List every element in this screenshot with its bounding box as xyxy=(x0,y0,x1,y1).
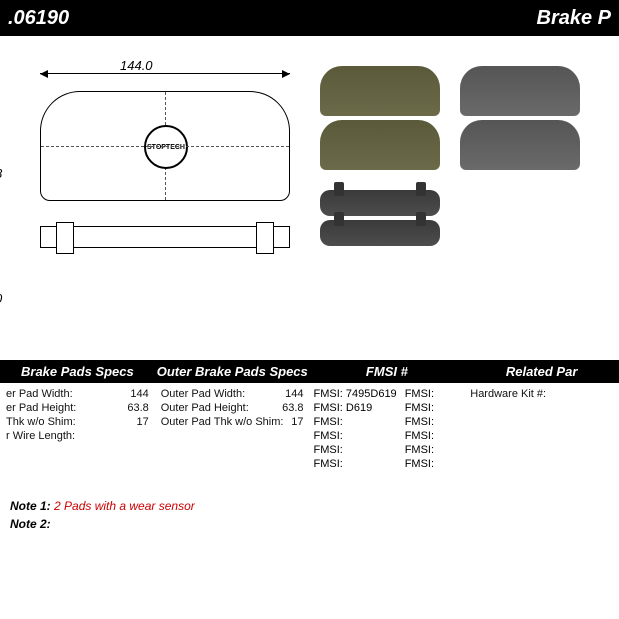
fmsi-value: D619 xyxy=(346,402,372,414)
pad-photo xyxy=(320,120,440,170)
fmsi-cell: FMSI: xyxy=(314,457,397,471)
note-2: Note 2: xyxy=(10,515,619,533)
photo-row-bottom xyxy=(320,190,609,246)
spec-value: 144 xyxy=(126,388,148,400)
fmsi-cell: FMSI: D619 xyxy=(314,401,397,415)
fmsi-cell: FMSI: xyxy=(314,443,397,457)
fmsi-value: 7495D619 xyxy=(346,388,397,400)
inner-specs-col: Brake Pads Specs er Pad Width: 144 er Pad… xyxy=(0,360,155,475)
fmsi-cell: FMSI: xyxy=(405,401,461,415)
fmsi-body: FMSI: 7495D619 FMSI: FMSI: D619 FMSI: FM… xyxy=(310,383,465,475)
spec-row: Outer Pad Height: 63.8 xyxy=(159,401,306,415)
spec-label: r Wire Length: xyxy=(6,430,75,442)
related-header: Related Par xyxy=(464,360,619,383)
photo-row-top xyxy=(320,66,609,170)
pad-photo xyxy=(460,120,580,170)
fmsi-label: FMSI: xyxy=(405,430,434,442)
spec-label: er Pad Width: xyxy=(6,388,73,400)
spec-value: 17 xyxy=(133,416,149,428)
spec-value: 144 xyxy=(281,388,303,400)
pad-photo xyxy=(460,66,580,116)
fmsi-cell: FMSI: xyxy=(405,415,461,429)
fmsi-cell: FMSI: xyxy=(314,415,397,429)
related-body: Hardware Kit #: xyxy=(464,383,619,405)
fmsi-cell: FMSI: xyxy=(314,429,397,443)
related-col: Related Par Hardware Kit #: xyxy=(464,360,619,475)
spec-row: Hardware Kit #: xyxy=(468,387,615,401)
fmsi-grid: FMSI: 7495D619 FMSI: FMSI: D619 FMSI: FM… xyxy=(314,387,461,471)
fmsi-label: FMSI: xyxy=(314,430,343,442)
spec-label: Outer Pad Width: xyxy=(161,388,245,400)
pad-front-view: STOPTECH xyxy=(40,91,290,201)
fmsi-header: FMSI # xyxy=(310,360,465,383)
note-1: Note 1: 2 Pads with a wear sensor xyxy=(10,497,619,515)
dimension-side: 0 xyxy=(0,291,2,306)
fmsi-label: FMSI: xyxy=(405,388,434,400)
fmsi-label: FMSI: xyxy=(405,444,434,456)
inner-specs-header: Brake Pads Specs xyxy=(0,360,155,383)
spec-row: Outer Pad Width: 144 xyxy=(159,387,306,401)
page-header: .06190 Brake P xyxy=(0,0,619,36)
pad-side-photo xyxy=(320,220,440,246)
pad-side-view xyxy=(40,226,290,248)
fmsi-label: FMSI: xyxy=(314,416,343,428)
technical-drawing-area: 144.0 8 0 STOPTECH xyxy=(0,36,300,356)
spec-row: Thk w/o Shim: 17 xyxy=(4,415,151,429)
fmsi-label: FMSI: xyxy=(314,444,343,456)
spec-row: Outer Pad Thk w/o Shim:17 xyxy=(159,415,306,429)
fmsi-label: FMSI: xyxy=(405,402,434,414)
pad-set-gray xyxy=(460,66,580,170)
fmsi-cell: FMSI: 7495D619 xyxy=(314,387,397,401)
specs-tables: Brake Pads Specs er Pad Width: 144 er Pad… xyxy=(0,360,619,475)
fmsi-cell: FMSI: xyxy=(405,387,461,401)
fmsi-cell: FMSI: xyxy=(405,457,461,471)
part-number: .06190 xyxy=(8,7,69,30)
fmsi-label: FMSI: xyxy=(314,388,343,400)
spec-value xyxy=(145,430,149,442)
spec-value: 63.8 xyxy=(123,402,148,414)
fmsi-cell: FMSI: xyxy=(405,429,461,443)
fmsi-label: FMSI: xyxy=(314,458,343,470)
spec-label: er Pad Height: xyxy=(6,402,76,414)
page-title: Brake P xyxy=(537,7,612,30)
outer-specs-header: Outer Brake Pads Specs xyxy=(155,360,310,383)
fmsi-label: FMSI: xyxy=(405,416,434,428)
notes-section: Note 1: 2 Pads with a wear sensor Note 2… xyxy=(0,497,619,533)
note-label: Note 1: xyxy=(10,499,51,513)
dimension-line-top xyxy=(40,73,290,74)
content-area: 144.0 8 0 STOPTECH xyxy=(0,36,619,356)
spec-label: Thk w/o Shim: xyxy=(6,416,76,428)
spec-label: Outer Pad Thk w/o Shim: xyxy=(161,416,284,428)
pad-set-olive xyxy=(320,66,440,170)
outer-specs-col: Outer Brake Pads Specs Outer Pad Width: 1… xyxy=(155,360,310,475)
outer-specs-body: Outer Pad Width: 144 Outer Pad Height: 63.… xyxy=(155,383,310,433)
fmsi-cell: FMSI: xyxy=(405,443,461,457)
stoptech-logo: STOPTECH xyxy=(144,125,188,169)
spec-row: er Pad Width: 144 xyxy=(4,387,151,401)
fmsi-col: FMSI # FMSI: 7495D619 FMSI: FMSI: D619 F… xyxy=(310,360,465,475)
spec-label: Outer Pad Height: xyxy=(161,402,249,414)
note-label: Note 2: xyxy=(10,517,51,531)
spec-label: Hardware Kit #: xyxy=(470,388,546,400)
product-photos xyxy=(300,36,619,356)
inner-specs-body: er Pad Width: 144 er Pad Height: 63.8 Thk … xyxy=(0,383,155,447)
fmsi-label: FMSI: xyxy=(405,458,434,470)
note-value: 2 Pads with a wear sensor xyxy=(54,499,195,513)
spec-value: 17 xyxy=(287,416,303,428)
pad-drawing: STOPTECH xyxy=(40,91,290,248)
spec-value: 63.8 xyxy=(278,402,303,414)
spec-row: r Wire Length: xyxy=(4,429,151,443)
pad-set-side xyxy=(320,190,440,246)
pad-photo xyxy=(320,66,440,116)
spec-row: er Pad Height: 63.8 xyxy=(4,401,151,415)
dimension-height: 8 xyxy=(0,166,2,181)
fmsi-label: FMSI: xyxy=(314,402,343,414)
spec-value xyxy=(609,388,613,400)
dimension-width: 144.0 xyxy=(120,58,153,73)
